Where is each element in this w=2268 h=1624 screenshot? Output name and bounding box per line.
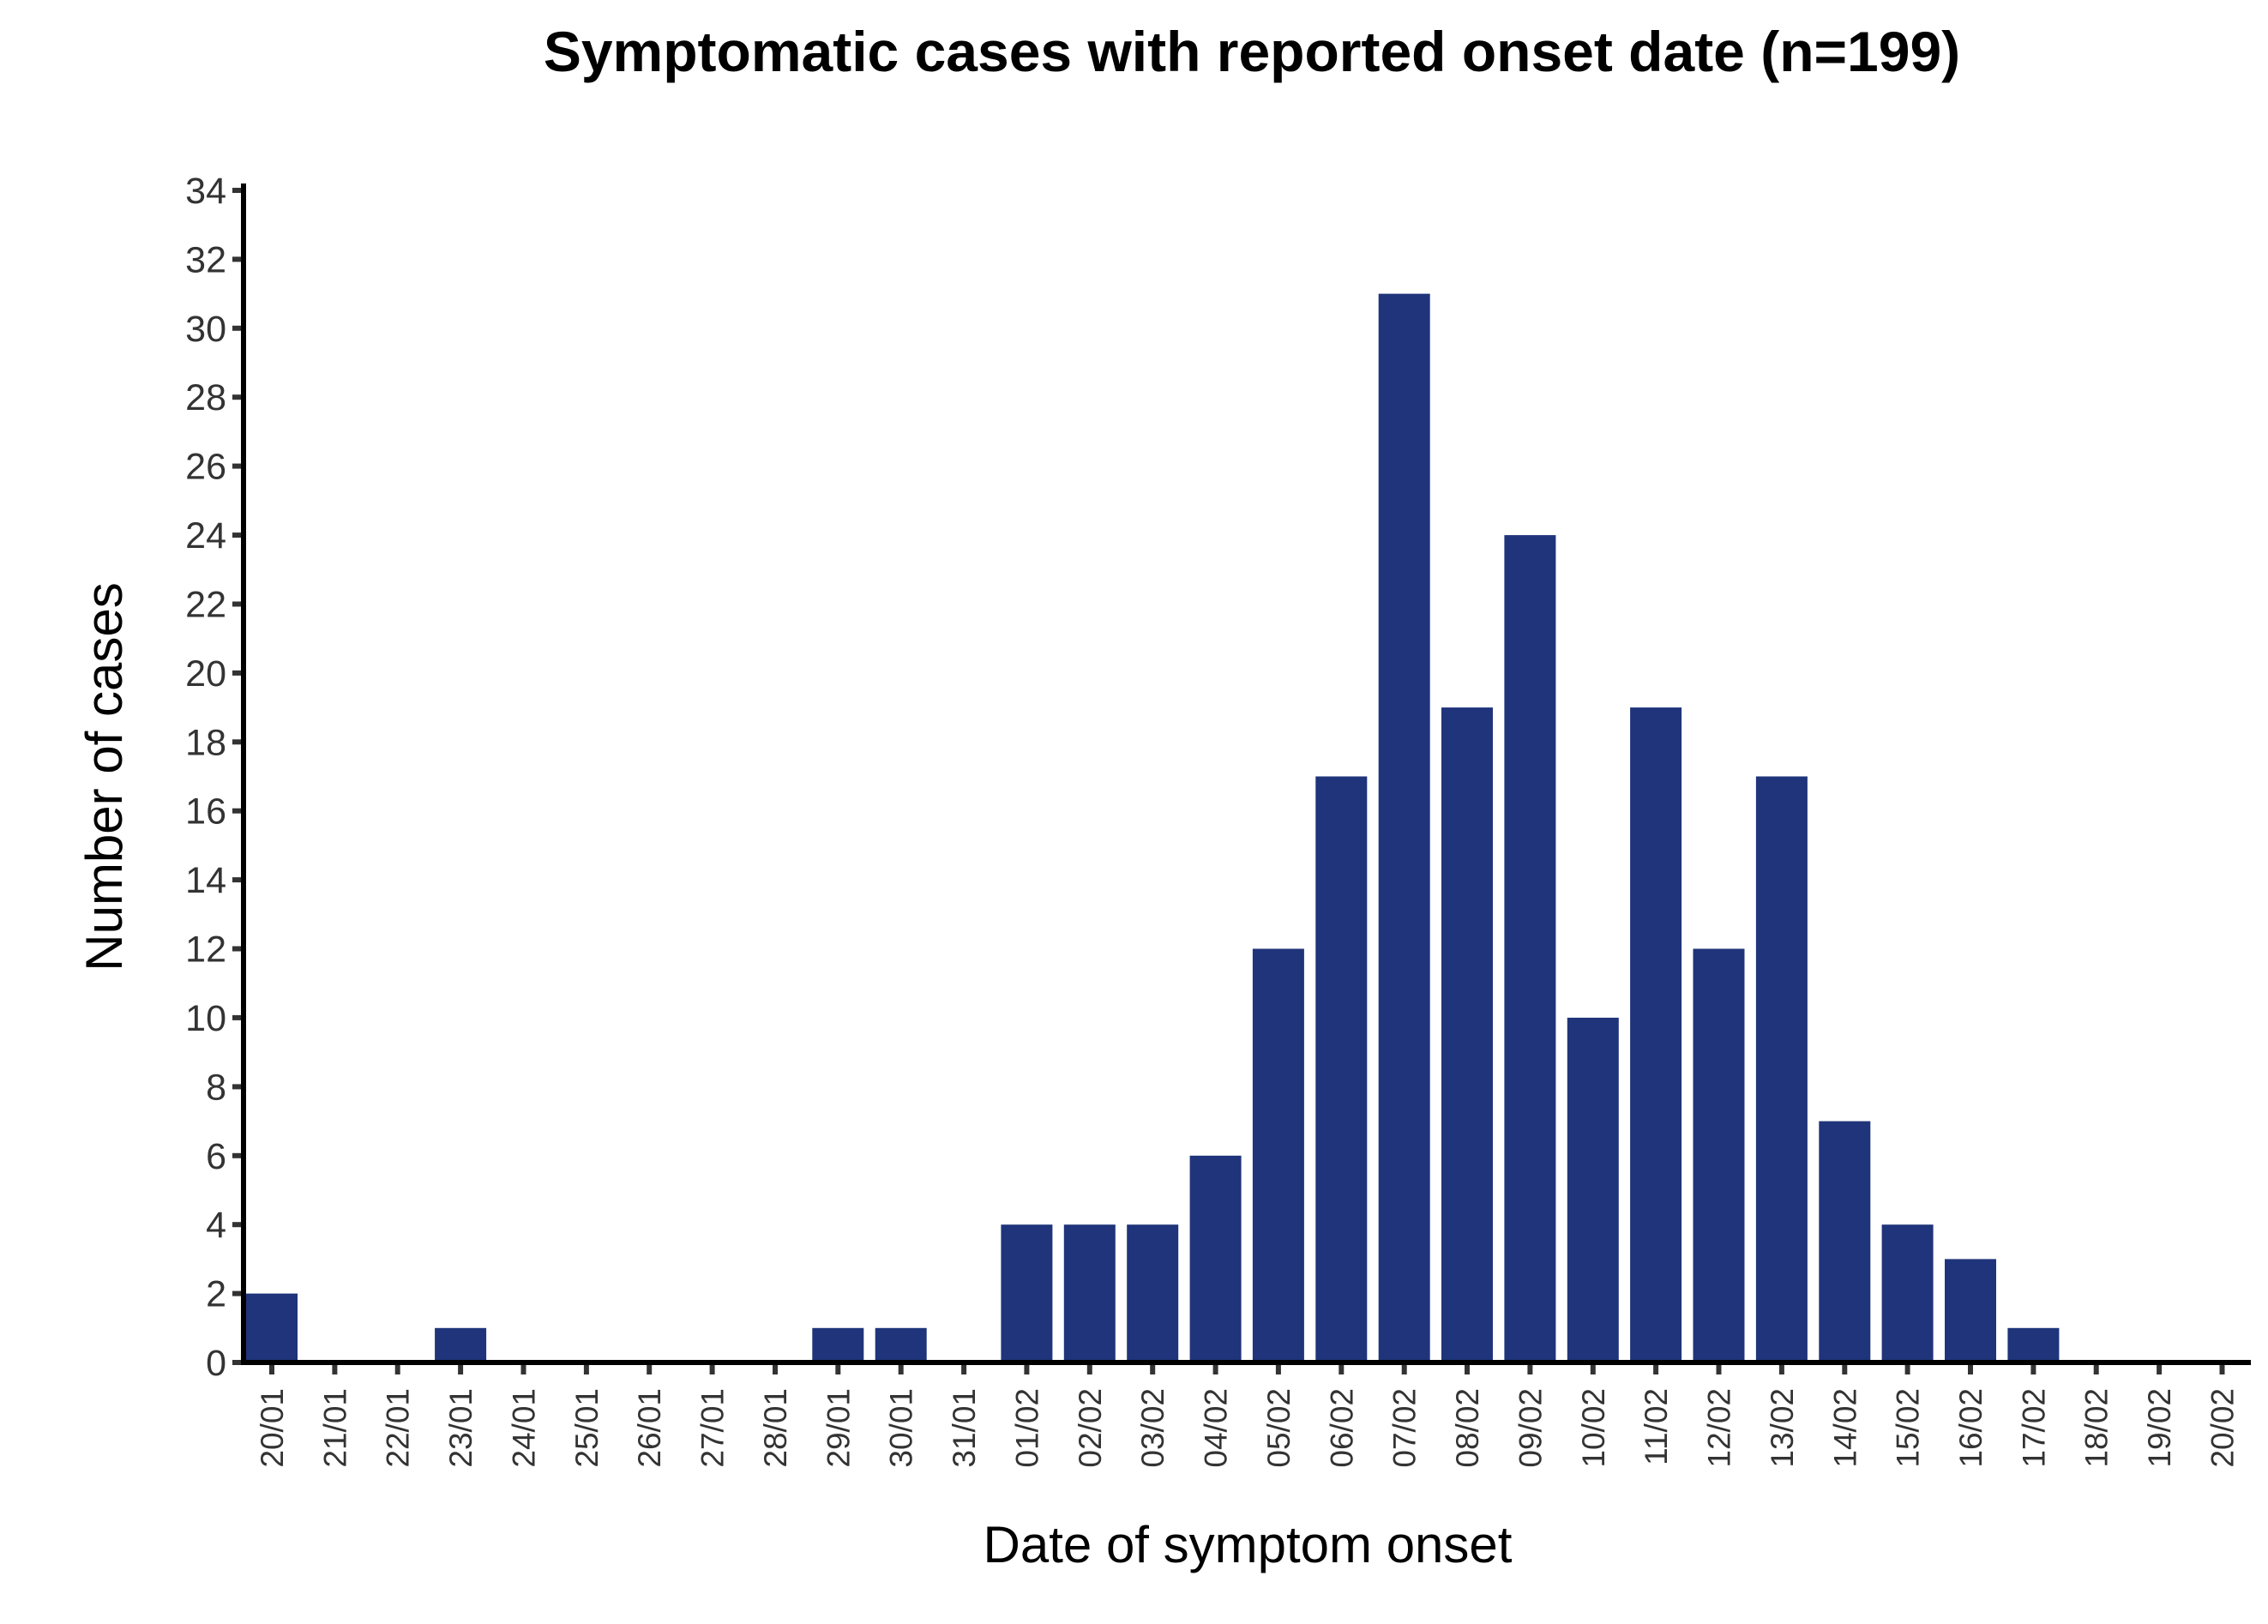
bar xyxy=(1504,535,1556,1362)
x-axis-title: Date of symptom onset xyxy=(984,1516,1513,1573)
x-tick-label: 17/02 xyxy=(2016,1388,2051,1468)
y-tick-label: 8 xyxy=(206,1067,226,1108)
x-tick-label: 27/01 xyxy=(695,1388,731,1468)
bar xyxy=(2007,1327,2060,1362)
x-tick-label: 09/02 xyxy=(1513,1388,1548,1468)
y-tick-label: 14 xyxy=(185,860,226,901)
x-tick-label: 06/02 xyxy=(1324,1388,1359,1468)
y-tick-label: 26 xyxy=(185,447,226,488)
y-tick-label: 28 xyxy=(185,377,226,418)
bar xyxy=(1567,1017,1619,1362)
y-tick-label: 2 xyxy=(206,1274,226,1315)
bar xyxy=(1252,948,1304,1362)
y-tick-label: 32 xyxy=(185,239,226,280)
bar xyxy=(1693,948,1745,1362)
bar xyxy=(1378,293,1430,1363)
x-tick-label: 31/01 xyxy=(947,1388,982,1468)
x-tick-label: 07/02 xyxy=(1387,1388,1423,1468)
x-tick-label: 25/01 xyxy=(569,1388,605,1468)
x-tick-label: 10/02 xyxy=(1576,1388,1611,1468)
bar xyxy=(1315,776,1368,1362)
bars-group xyxy=(246,293,2060,1363)
x-tick-label: 12/02 xyxy=(1702,1388,1737,1468)
x-tick-label: 23/01 xyxy=(443,1388,478,1468)
bar xyxy=(875,1327,927,1362)
bar xyxy=(1755,776,1808,1362)
x-tick-label: 21/01 xyxy=(317,1388,352,1468)
x-tick-label: 02/02 xyxy=(1073,1388,1108,1468)
bar xyxy=(1127,1224,1179,1362)
x-tick-label: 03/02 xyxy=(1135,1388,1170,1468)
bar xyxy=(1441,707,1493,1362)
x-tick-label: 28/01 xyxy=(758,1388,793,1468)
bar xyxy=(1001,1224,1053,1362)
x-tick-label: 01/02 xyxy=(1009,1388,1044,1468)
bar xyxy=(1630,707,1682,1362)
y-tick-label: 16 xyxy=(185,791,226,833)
y-tick-label: 20 xyxy=(185,653,226,695)
y-tick-label: 30 xyxy=(185,309,226,350)
x-tick-label: 15/02 xyxy=(1891,1388,1926,1468)
bar xyxy=(246,1293,298,1362)
bar xyxy=(1063,1224,1116,1362)
x-tick-label: 14/02 xyxy=(1827,1388,1862,1468)
x-tick-label: 19/02 xyxy=(2142,1388,2177,1468)
x-tick-label: 04/02 xyxy=(1199,1388,1234,1468)
bar xyxy=(1819,1121,1871,1362)
x-tick-label: 20/01 xyxy=(255,1388,290,1468)
x-tick-label: 29/01 xyxy=(821,1388,856,1468)
x-tick-label: 11/02 xyxy=(1639,1388,1674,1465)
x-axis-ticks: 20/01 21/01 22/01 23/01 24/01 25/01 26/01 27/01… xyxy=(255,1362,2241,1468)
y-tick-label: 12 xyxy=(185,929,226,971)
x-tick-label: 16/02 xyxy=(1953,1388,1988,1468)
bar xyxy=(1945,1259,1996,1362)
x-tick-label: 18/02 xyxy=(2079,1388,2115,1468)
x-tick-label: 13/02 xyxy=(1765,1388,1800,1468)
bar xyxy=(435,1327,487,1362)
y-tick-label: 6 xyxy=(206,1136,226,1177)
x-tick-label: 30/01 xyxy=(884,1388,919,1468)
bar xyxy=(812,1327,864,1362)
x-tick-label: 22/01 xyxy=(381,1388,416,1468)
y-tick-label: 4 xyxy=(206,1205,226,1246)
bar xyxy=(1189,1155,1242,1362)
x-tick-label: 20/02 xyxy=(2205,1388,2241,1468)
y-tick-label: 10 xyxy=(185,998,226,1039)
y-tick-label: 22 xyxy=(185,585,226,626)
chart-title: Symptomatic cases with reported onset da… xyxy=(544,20,1960,83)
x-tick-label: 24/01 xyxy=(507,1388,542,1468)
y-axis-title: Number of cases xyxy=(75,582,133,971)
x-tick-label: 05/02 xyxy=(1261,1388,1296,1468)
y-tick-label: 0 xyxy=(206,1343,226,1384)
bar xyxy=(1881,1224,1934,1362)
y-tick-label: 34 xyxy=(185,171,226,212)
x-tick-label: 26/01 xyxy=(632,1388,667,1468)
x-tick-label: 08/02 xyxy=(1450,1388,1485,1468)
y-tick-label: 18 xyxy=(185,722,226,763)
y-tick-label: 24 xyxy=(185,515,226,556)
